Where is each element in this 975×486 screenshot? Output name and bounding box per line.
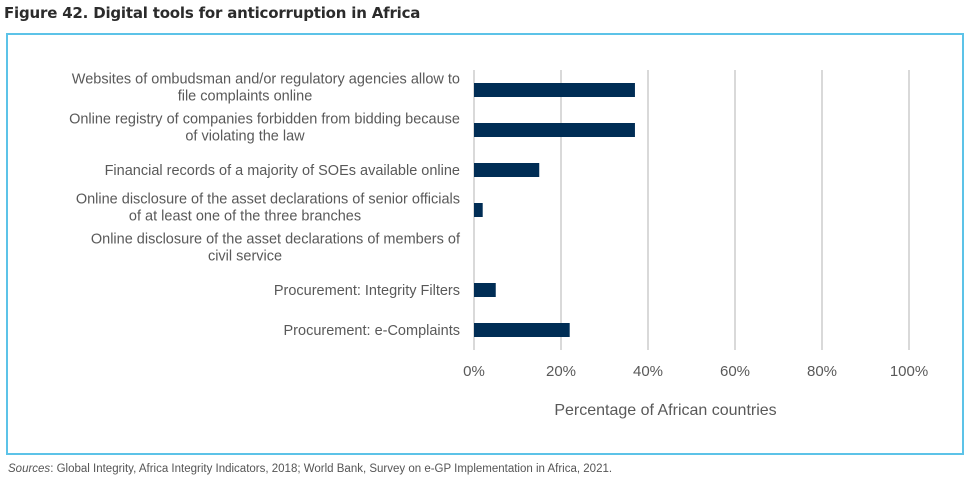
category-label: of at least one of the three branches [129,209,361,225]
x-tick-label: 100% [890,363,928,380]
sources-text: : Global Integrity, Africa Integrity Ind… [50,463,613,475]
category-label: Financial records of a majority of SOEs … [105,163,460,179]
x-tick-label: 40% [633,363,663,380]
category-label: of violating the law [185,129,305,145]
bar [474,283,496,297]
bar [474,323,570,337]
bar [474,203,483,217]
category-label: file complaints online [178,89,313,105]
category-label: Online disclosure of the asset declarati… [76,192,460,208]
x-axis-label: Percentage of African countries [554,402,776,419]
category-label: Websites of ombudsman and/or regulatory … [72,72,460,88]
x-tick-label: 0% [463,363,485,380]
sources-label: Sources [8,463,51,475]
bar [474,123,635,137]
x-tick-label: 60% [720,363,750,380]
category-label: Online disclosure of the asset declarati… [91,232,461,248]
x-tick-label: 80% [807,363,837,380]
bar [474,83,635,97]
category-label: Online registry of companies forbidden f… [69,112,460,128]
category-label: Procurement: e-Complaints [284,323,461,339]
x-tick-label: 20% [546,363,576,380]
category-label: Procurement: Integrity Filters [274,283,460,299]
bar [474,163,540,177]
figure-title: Figure 42. Digital tools for anticorrupt… [4,4,421,22]
chart-frame [6,33,964,455]
sources-note: Sources: Global Integrity, Africa Integr… [8,463,612,475]
category-label: civil service [208,249,282,265]
